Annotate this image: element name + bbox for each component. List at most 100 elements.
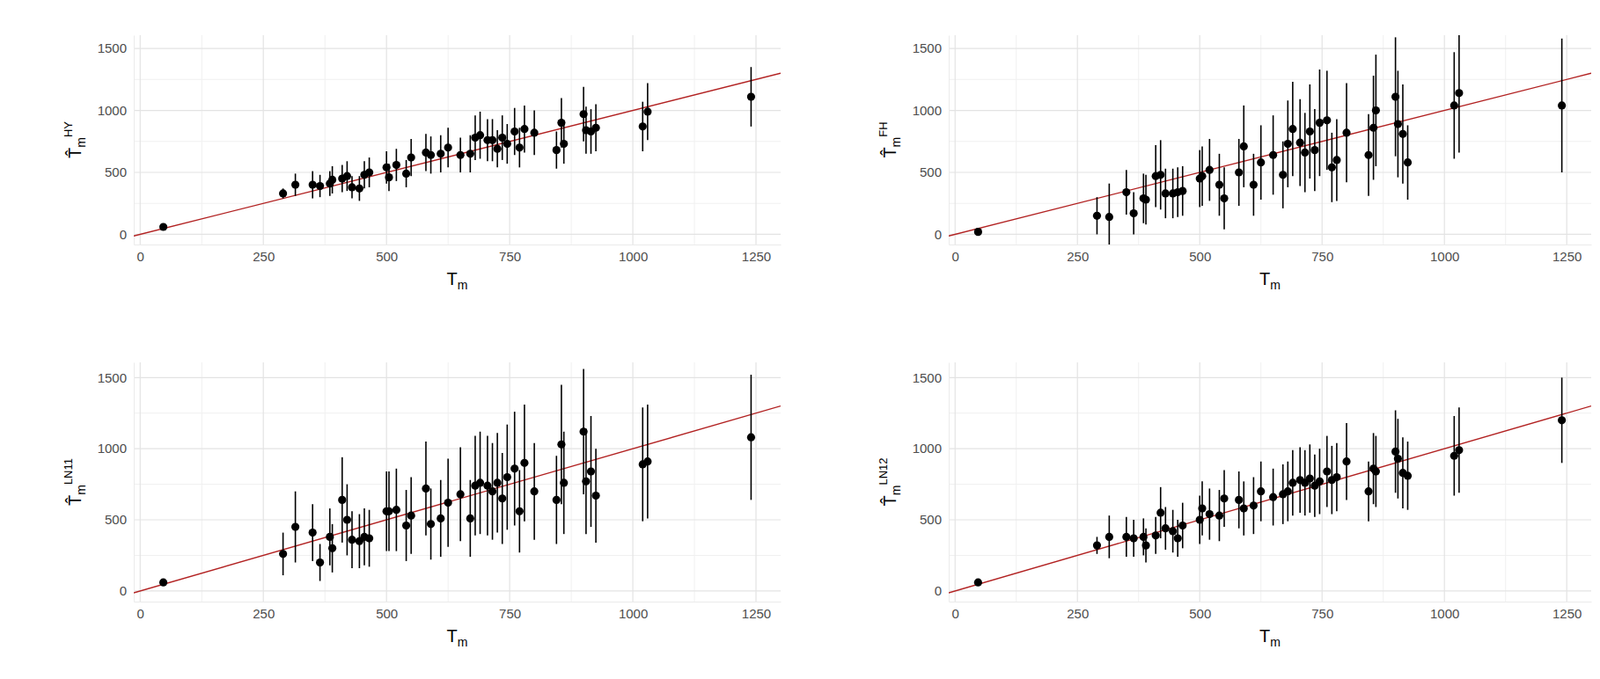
point (1391, 447, 1400, 456)
y-axis-title-sup: HY (61, 121, 75, 138)
tick: 0 (952, 244, 960, 265)
grid-line (139, 35, 141, 245)
plot-area (133, 66, 781, 236)
point (1240, 142, 1248, 151)
point (1315, 118, 1324, 127)
grid-line (948, 110, 1592, 111)
tick: 250 (1066, 244, 1089, 265)
point (347, 183, 356, 191)
grid-line (755, 35, 756, 245)
point (315, 558, 324, 567)
tick: 250 (252, 244, 275, 265)
tick-label: 1000 (97, 440, 127, 456)
point (159, 579, 168, 588)
point (591, 491, 600, 500)
grid-line (954, 35, 956, 245)
point (503, 473, 512, 482)
tick-label: 750 (1311, 606, 1334, 622)
point (493, 145, 502, 154)
grid-line (948, 519, 1592, 521)
grid-line (133, 234, 781, 235)
point (1403, 158, 1412, 167)
grid-line (1566, 35, 1568, 245)
tick-label: 750 (1311, 249, 1334, 265)
point (552, 496, 561, 505)
minor-grid-line (1015, 362, 1017, 602)
point (343, 172, 352, 181)
x-axis: 025050075010001250 (949, 601, 1593, 622)
tick: 0 (119, 583, 134, 599)
point (515, 143, 524, 152)
point (1342, 457, 1351, 466)
tick: 250 (1066, 601, 1089, 622)
x-axis-title-base: T (1259, 269, 1270, 289)
point (1310, 146, 1319, 155)
y-axis-title-base: T̂ (880, 146, 900, 158)
minor-grid-line (1137, 35, 1139, 245)
point (392, 506, 401, 514)
y-axis-title: T̂mLN11 (61, 458, 89, 507)
grid-line (509, 35, 511, 245)
point (579, 110, 588, 118)
point (1372, 106, 1380, 115)
point (1288, 478, 1297, 487)
x-axis-title: Tm (447, 269, 469, 293)
panel: 025050075010001250050010001500TmT̂mFH (876, 33, 1593, 293)
point (579, 427, 588, 436)
point (1161, 524, 1170, 533)
minor-grid-line (948, 412, 1592, 414)
point (1256, 487, 1265, 496)
point (444, 499, 453, 507)
point (643, 457, 652, 466)
point (1161, 189, 1170, 198)
grid-line (948, 590, 1592, 592)
point (384, 507, 393, 516)
point (488, 136, 497, 145)
minor-grid-line (1015, 35, 1017, 245)
tick-label: 500 (104, 164, 127, 180)
point (1328, 163, 1336, 172)
point (493, 478, 502, 487)
point (1332, 473, 1341, 482)
grid-line (133, 171, 781, 173)
point (1369, 124, 1378, 133)
minor-grid-line (133, 412, 781, 414)
point (159, 222, 168, 231)
y-axis: 050010001500 (97, 36, 135, 246)
grid-line (1199, 35, 1201, 245)
y-axis-title-sub: m (888, 137, 903, 148)
point (1234, 168, 1243, 177)
point (1394, 119, 1402, 128)
minor-grid-line (948, 203, 1592, 205)
point (1398, 130, 1407, 139)
tick: 1000 (618, 601, 648, 622)
tick: 1000 (912, 102, 949, 118)
point (1278, 170, 1287, 179)
point (1322, 116, 1331, 125)
tick-label: 0 (952, 606, 960, 622)
tick: 500 (1188, 601, 1212, 622)
tick-label: 0 (137, 606, 145, 622)
minor-grid-line (447, 35, 449, 245)
tick: 1000 (1430, 601, 1460, 622)
reference-line (948, 406, 1592, 594)
point (426, 151, 435, 160)
point (407, 512, 416, 521)
grid-line (1444, 35, 1446, 245)
tick-label: 1250 (741, 249, 771, 265)
grid (948, 35, 1592, 245)
point (1306, 475, 1314, 484)
tick-label: 1000 (618, 249, 648, 265)
point (456, 490, 465, 499)
point (1256, 158, 1265, 167)
tick: 1000 (97, 440, 134, 456)
point (1197, 172, 1206, 181)
point (355, 184, 364, 193)
point (1332, 155, 1341, 164)
tick-label: 1500 (97, 370, 127, 386)
tick: 1000 (912, 440, 949, 456)
grid-line (1321, 35, 1323, 245)
minor-grid-line (201, 362, 203, 602)
tick-label: 250 (252, 249, 275, 265)
point (1130, 534, 1138, 543)
